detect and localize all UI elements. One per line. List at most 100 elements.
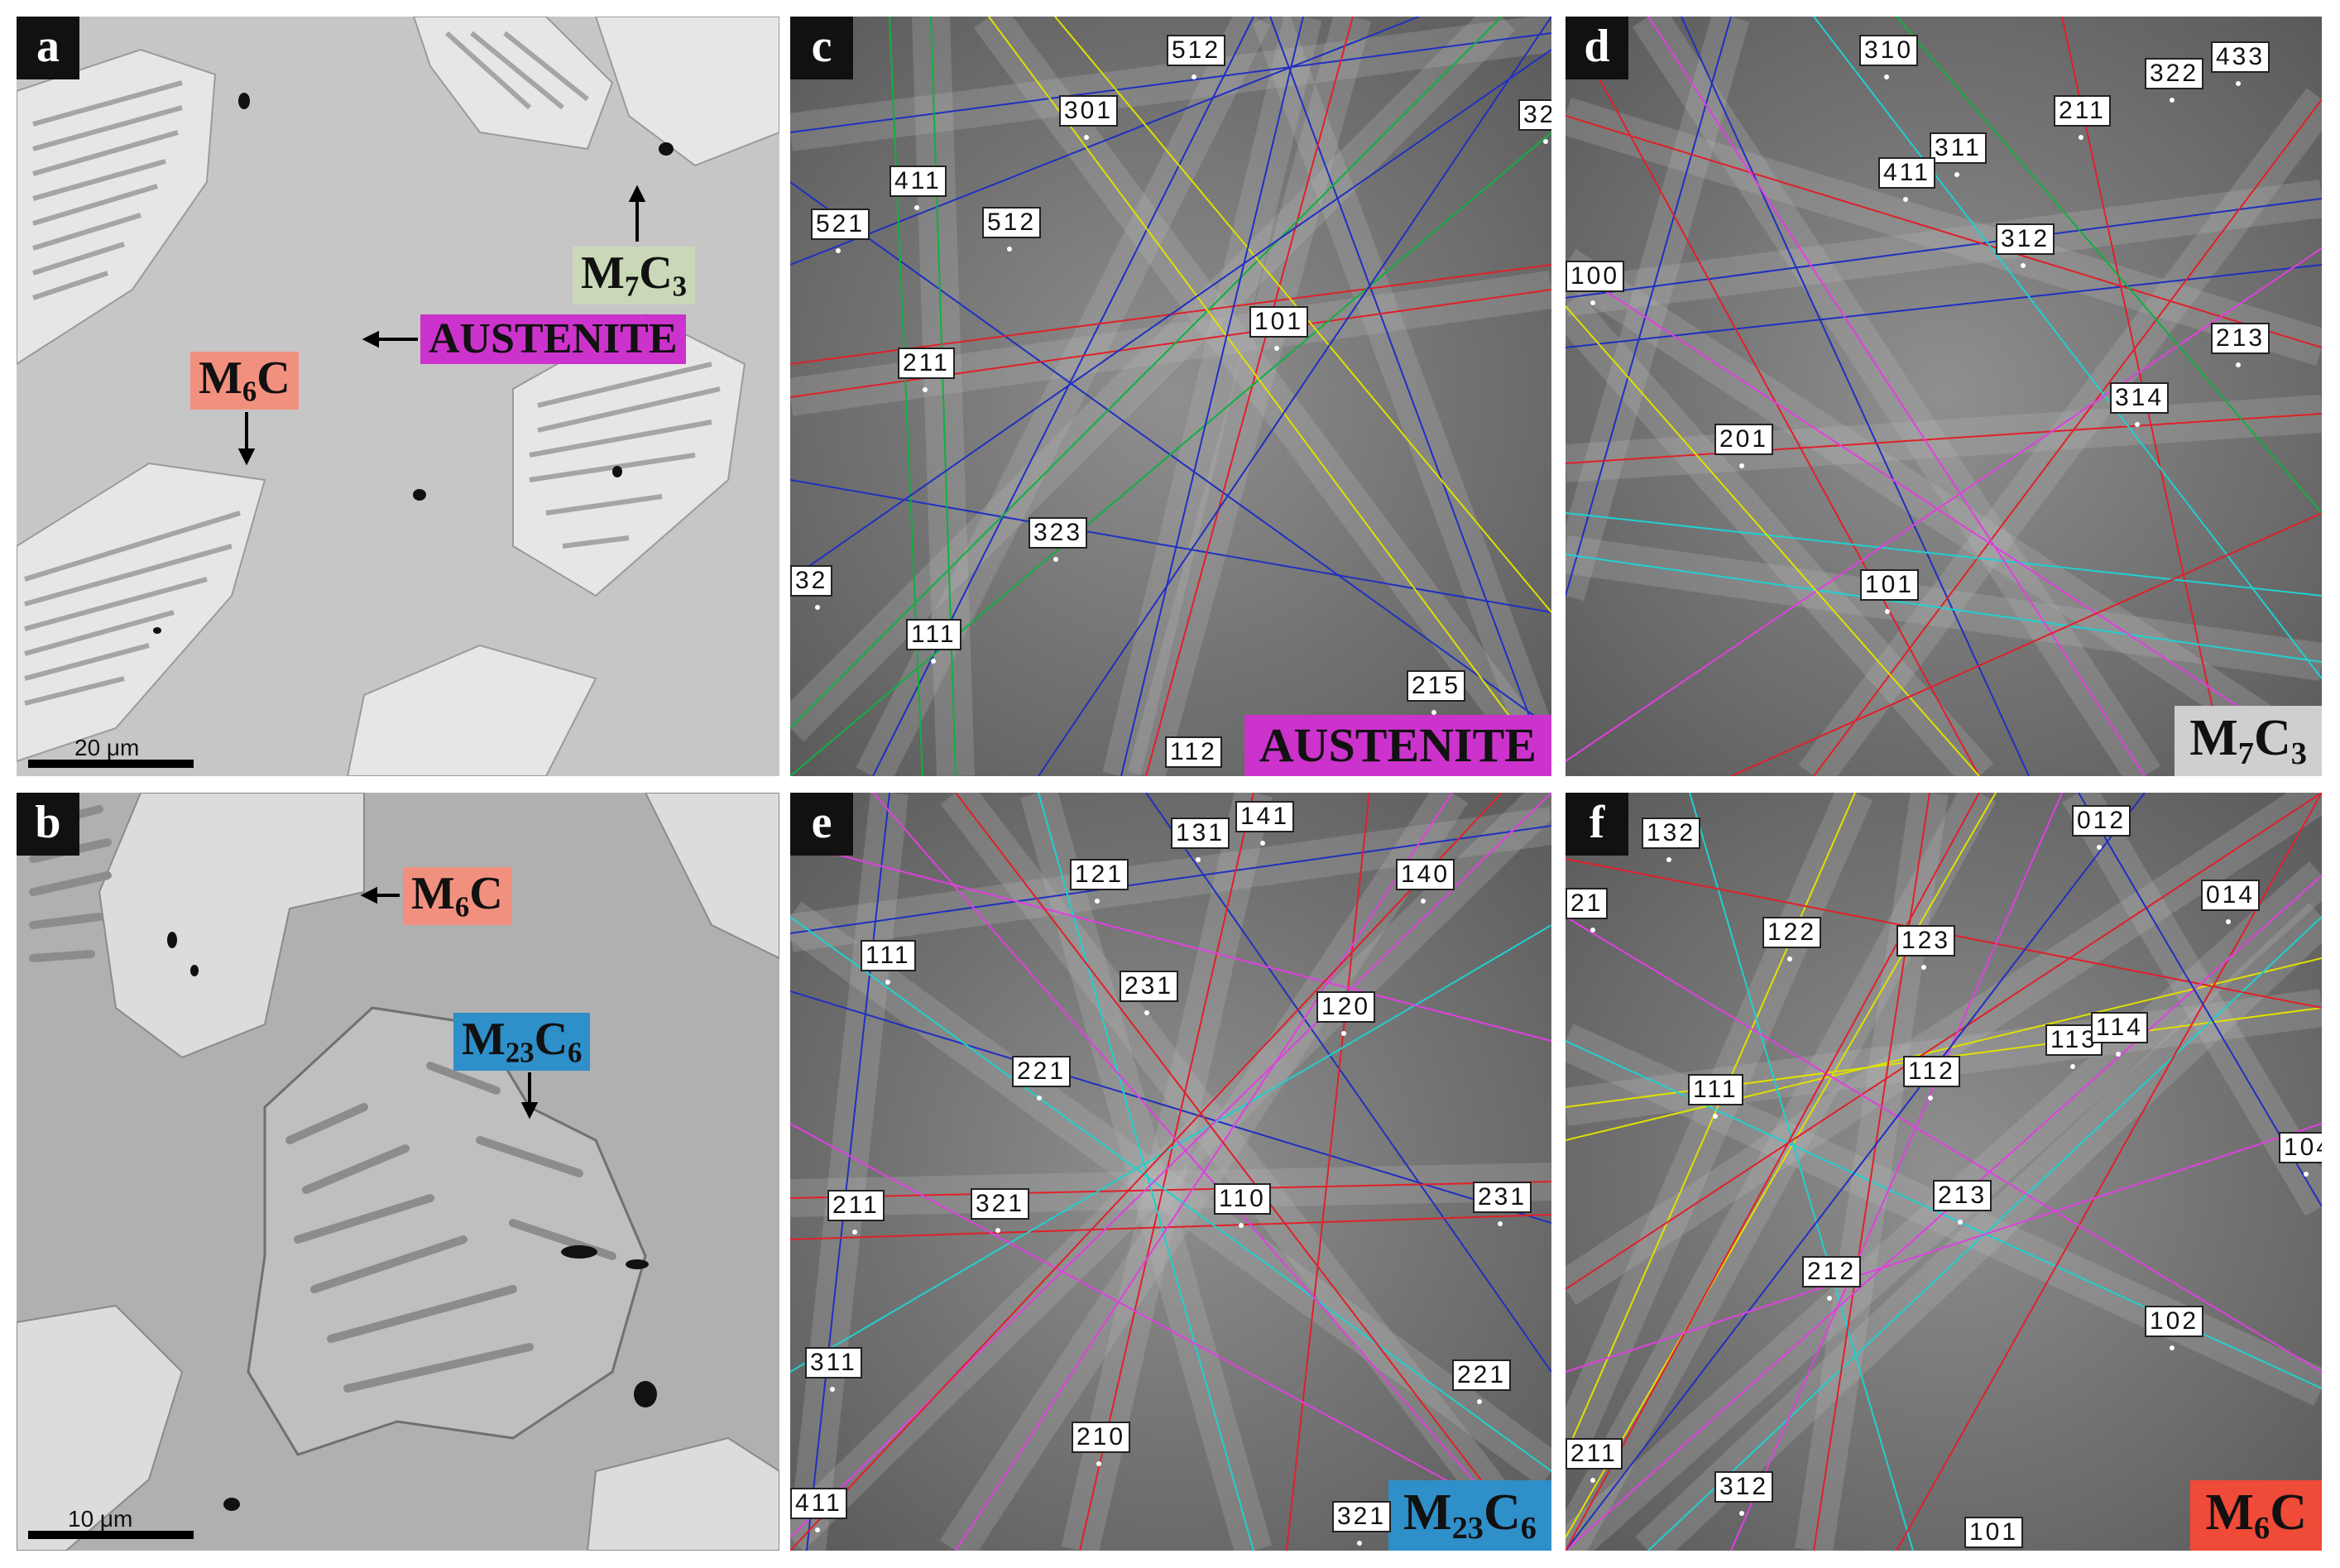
zone-axis-label: 433 xyxy=(2211,41,2270,73)
zone-axis-label: 321 xyxy=(971,1188,1030,1220)
zone-axis-marker xyxy=(1954,172,1959,177)
zone-axis-label: 132 xyxy=(1642,818,1701,849)
zone-axis-label: 211 xyxy=(827,1190,885,1221)
kikuchi-pattern-e xyxy=(790,793,1551,1551)
zone-axis-marker xyxy=(2304,1172,2309,1177)
zone-axis-label: 131 xyxy=(1171,818,1230,849)
zone-axis-label: 122 xyxy=(1762,917,1822,948)
zone-axis-label: 101 xyxy=(1860,569,1920,601)
zone-axis-label: 111 xyxy=(906,619,961,650)
zone-axis-label: 213 xyxy=(1933,1180,1992,1211)
zone-axis-marker xyxy=(885,980,890,985)
zone-axis-label: 101 xyxy=(1964,1517,2024,1548)
zone-axis-label: 323 xyxy=(1029,517,1088,549)
panel-label-e: e xyxy=(790,793,853,856)
zone-axis-label: 101 xyxy=(1249,306,1309,338)
zone-axis-label: 102 xyxy=(2145,1306,2204,1337)
zone-axis-marker xyxy=(2236,81,2241,86)
panel-label-a: a xyxy=(17,17,79,79)
zone-axis-marker xyxy=(1884,74,1889,79)
phase-tag-m6c: M6C xyxy=(2190,1479,2322,1551)
zone-axis-label: 512 xyxy=(1167,35,1226,66)
zone-axis-label: 120 xyxy=(1316,991,1376,1023)
zone-axis-label: 140 xyxy=(1396,859,1455,890)
m7c3-annotation: M7C3 xyxy=(573,247,696,305)
phase-tag-m7c3: M7C3 xyxy=(2175,705,2322,776)
zone-axis-marker xyxy=(1007,247,1012,252)
zone-axis-label: 110 xyxy=(1214,1183,1271,1215)
zone-axis-marker xyxy=(2170,1345,2175,1350)
zone-axis-marker xyxy=(1543,139,1548,144)
zone-axis-marker xyxy=(914,205,919,210)
zone-axis-label: 231 xyxy=(1120,971,1179,1002)
zone-axis-label: 211 xyxy=(2054,95,2111,127)
zone-axis-marker xyxy=(2226,919,2231,924)
phase-tag-m23c6: M23C6 xyxy=(1388,1479,1551,1551)
phase-tag-austenite: AUSTENITE xyxy=(1244,715,1551,776)
zone-axis-marker xyxy=(1590,300,1595,305)
zone-axis-marker xyxy=(1713,1114,1718,1119)
zone-axis-label: 014 xyxy=(2201,880,2261,911)
zone-axis-marker xyxy=(2079,135,2083,140)
zone-axis-marker xyxy=(1260,841,1265,846)
zone-axis-marker xyxy=(1787,957,1792,961)
zone-axis-marker xyxy=(995,1228,1000,1233)
panel-d-kikuchi-m7c3: d M7C3 310 322 433 211 311 411 312 100 213 314 201… xyxy=(1566,17,2322,776)
zone-axis-marker xyxy=(830,1387,835,1392)
zone-axis-marker xyxy=(815,605,820,610)
zone-axis-label: 321 xyxy=(1332,1501,1392,1532)
scale-label-a: 20 μm xyxy=(74,735,140,760)
panel-e-kikuchi-m23c6: e M23C6 141 131 121 140 111 231 120 221 110 211 32… xyxy=(790,793,1551,1551)
zone-axis-marker xyxy=(923,387,928,392)
sem-microstructure-b xyxy=(17,793,779,1551)
zone-axis-marker xyxy=(1885,609,1890,614)
zone-axis-label: 123 xyxy=(1896,925,1956,957)
zone-axis-label: 231 xyxy=(1473,1182,1532,1213)
zone-axis-marker xyxy=(1903,197,1908,202)
zone-axis-label: 311 xyxy=(1930,132,1987,164)
zone-axis-marker xyxy=(1341,1031,1346,1036)
zone-axis-marker xyxy=(1590,928,1595,933)
annotation-arrows-b xyxy=(360,886,539,1120)
kikuchi-pattern-d xyxy=(1566,17,2322,776)
zone-axis-marker xyxy=(1037,1096,1042,1100)
zone-axis-label: 210 xyxy=(1072,1422,1131,1453)
zone-axis-label: 211 xyxy=(1566,1438,1623,1470)
zone-axis-label: 141 xyxy=(1235,801,1295,832)
zone-axis-marker xyxy=(1739,463,1744,468)
zone-axis-label: 111 xyxy=(1688,1074,1743,1105)
zone-axis-marker xyxy=(852,1230,857,1235)
zone-axis-label: 012 xyxy=(2072,805,2131,837)
zone-axis-label: 314 xyxy=(2110,382,2170,414)
panel-f-kikuchi-m6c: f M6C 1320122112212301411311411211110421… xyxy=(1566,793,2322,1551)
zone-axis-marker xyxy=(1590,1478,1595,1483)
zone-axis-label: 201 xyxy=(1714,424,1774,455)
zone-axis-marker xyxy=(2236,362,2241,367)
indexed-band-lines xyxy=(1566,793,2322,1551)
zone-axis-marker xyxy=(1666,857,1671,862)
indexed-band-lines xyxy=(1566,17,2322,776)
zone-axis-marker xyxy=(2135,422,2140,427)
zone-axis-marker xyxy=(1096,1461,1101,1466)
zone-axis-label: 211 xyxy=(898,348,955,379)
zone-axis-marker xyxy=(1431,710,1436,715)
zone-axis-label: 221 xyxy=(1012,1056,1072,1087)
zone-axis-marker xyxy=(931,659,936,664)
zone-axis-label: 411 xyxy=(790,1488,847,1519)
zone-axis-label: 100 xyxy=(1566,261,1625,292)
zone-axis-label: 114 xyxy=(2091,1012,2148,1043)
zone-axis-label: 301 xyxy=(1059,95,1119,127)
zone-axis-marker xyxy=(836,248,841,253)
zone-axis-label: 311 xyxy=(805,1347,862,1379)
zone-axis-marker xyxy=(815,1527,820,1532)
zone-axis-marker xyxy=(1196,857,1201,862)
zone-axis-label: 323 xyxy=(1518,99,1551,131)
zone-axis-label: 111 xyxy=(861,940,916,971)
sem-microstructure-a xyxy=(17,17,779,776)
zone-axis-marker xyxy=(2021,263,2026,268)
zone-axis-marker xyxy=(1053,557,1058,562)
panel-label-b: b xyxy=(17,793,79,856)
zone-axis-marker xyxy=(1928,1096,1933,1100)
panel-a-sem-image: a M7C3 AUSTENITE M6C 20 μm xyxy=(17,17,779,776)
austenite-annotation: AUSTENITE xyxy=(420,314,686,364)
